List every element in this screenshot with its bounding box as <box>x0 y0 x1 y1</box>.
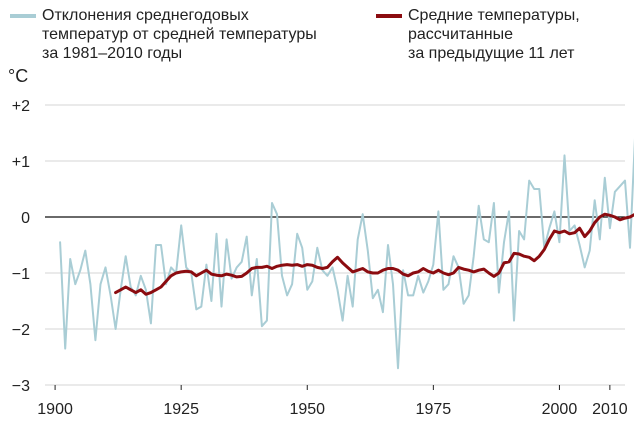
plot-series <box>59 137 634 370</box>
x-tick-label: 1900 <box>37 401 73 418</box>
y-tick-label: −2 <box>12 322 30 339</box>
legend-swatch-average <box>376 14 402 18</box>
y-tick-label: 0 <box>21 210 30 227</box>
y-tick-label: +2 <box>12 98 30 115</box>
legend-swatch-anomalies <box>10 14 36 18</box>
legend-label-anomalies: Отклонения среднегодовых температур от с… <box>42 7 317 62</box>
legend-anomalies: Отклонения среднегодовых температур от с… <box>10 6 317 63</box>
x-axis-ticks: 1900 1925 1950 1975 2000 2010 <box>37 385 628 418</box>
x-tick-label: 1975 <box>416 401 452 418</box>
legend-average: Средние температуры, рассчитанные за пре… <box>376 6 580 63</box>
y-axis-ticks: +2 +1 0 −1 −2 −3 <box>12 98 30 395</box>
y-tick-label: −1 <box>12 266 30 283</box>
y-tick-label: +1 <box>12 154 30 171</box>
x-tick-label: 1925 <box>163 401 199 418</box>
series-anomalies-line <box>59 137 634 370</box>
grid-lines <box>45 104 625 386</box>
x-tick-label: 1950 <box>289 401 325 418</box>
y-tick-label: −3 <box>12 378 30 395</box>
x-tick-label: 2000 <box>542 401 578 418</box>
series-average-line <box>114 212 634 296</box>
y-axis-unit-label: °C <box>8 66 29 86</box>
legend-label-average: Средние температуры, рассчитанные за пре… <box>408 7 580 62</box>
x-tick-label: 2010 <box>592 401 628 418</box>
